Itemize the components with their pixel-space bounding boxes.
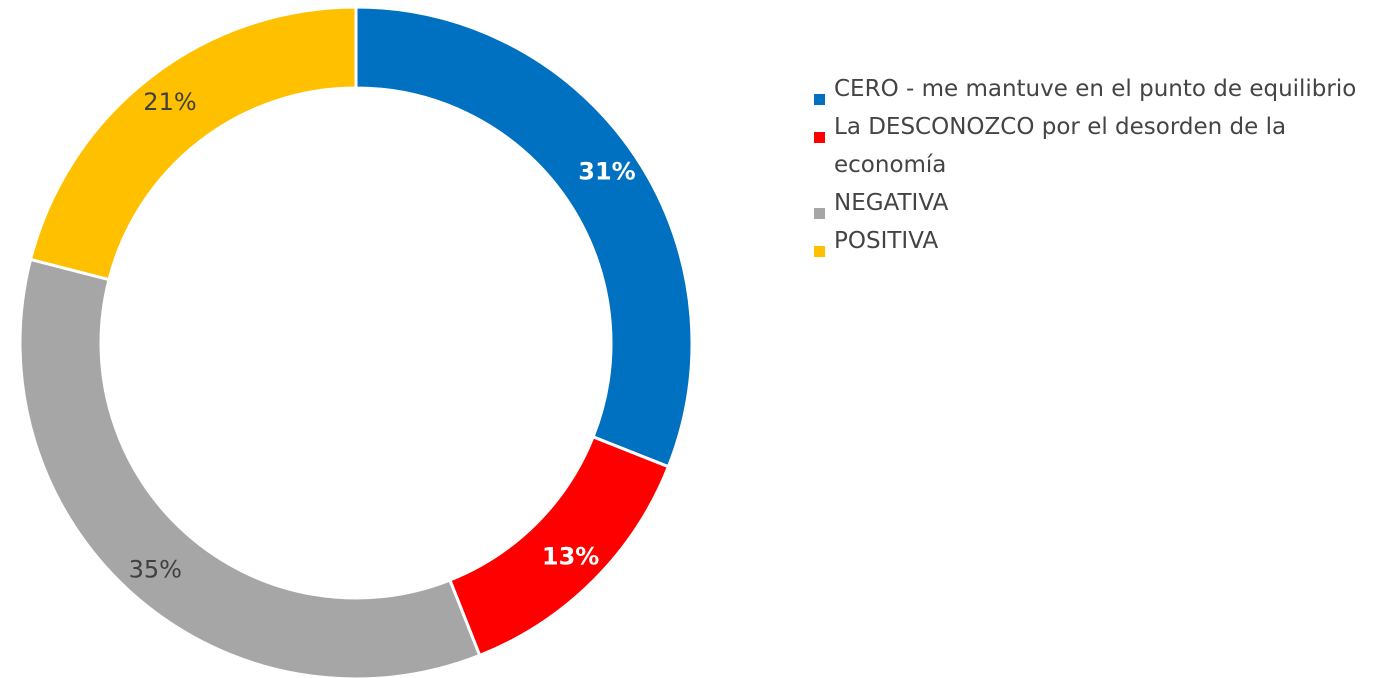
donut-segment	[28, 5, 358, 282]
legend-swatch	[814, 132, 825, 143]
data-label: 21%	[143, 88, 196, 116]
legend-item: POSITIVA	[812, 222, 1382, 260]
data-label: 35%	[129, 556, 182, 584]
legend-item: La DESCONOZCO por el desorden de la econ…	[812, 108, 1382, 184]
donut-segment	[354, 5, 694, 469]
legend-label: NEGATIVA	[834, 190, 949, 216]
legend-label: CERO - me mantuve en el punto de equilib…	[834, 76, 1357, 102]
legend-swatch	[814, 246, 825, 257]
chart: 31% 13% 35% 21%	[18, 5, 694, 678]
data-label: 13%	[542, 543, 599, 571]
legend-label: POSITIVA	[834, 228, 939, 254]
donut-segment	[18, 257, 482, 678]
data-label: 31%	[578, 157, 635, 185]
legend-swatch	[814, 94, 825, 105]
legend-swatch	[814, 208, 825, 219]
legend-item: CERO - me mantuve en el punto de equilib…	[812, 70, 1382, 108]
legend: CERO - me mantuve en el punto de equilib…	[812, 70, 1382, 260]
legend-label: La DESCONOZCO por el desorden de la econ…	[834, 114, 1287, 178]
legend-item: NEGATIVA	[812, 184, 1382, 222]
